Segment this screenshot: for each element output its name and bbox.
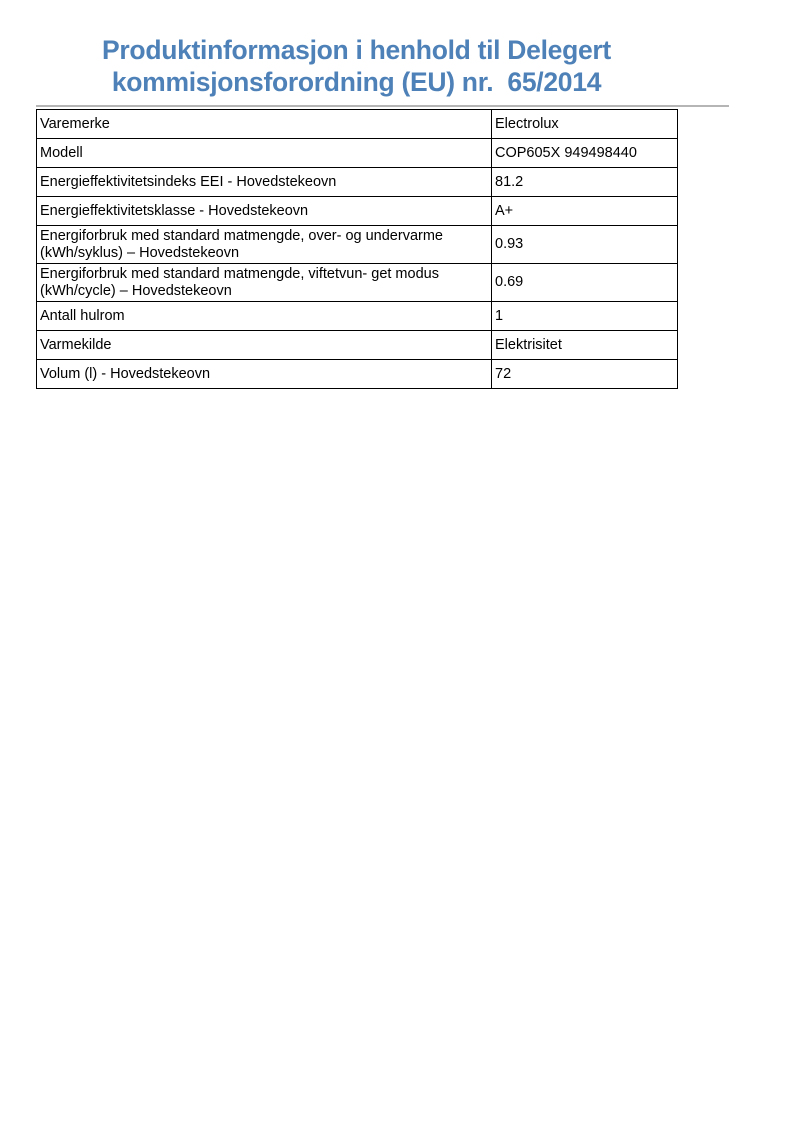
row-label: Antall hulrom [36, 301, 492, 331]
table-row: Volum (l) - Hovedstekeovn 72 [36, 359, 678, 389]
row-label: Energiforbruk med standard matmengde, ov… [36, 225, 492, 264]
row-value: COP605X 949498440 [491, 138, 678, 168]
row-value: 0.69 [491, 263, 678, 302]
page-title-line2: kommisjonsforordning (EU) nr. 65/2014 [111, 67, 602, 97]
table-row: Energiforbruk med standard matmengde, vi… [36, 263, 678, 302]
row-label: Varemerke [36, 109, 492, 139]
row-value: Elektrisitet [491, 330, 678, 360]
table-row: Varmekilde Elektrisitet [36, 330, 678, 360]
table-row: Varemerke Electrolux [36, 109, 678, 139]
row-value: 0.93 [491, 225, 678, 264]
row-value: 1 [491, 301, 678, 331]
row-label: Energieffektivitetsindeks EEI - Hovedste… [36, 167, 492, 197]
table-row: Antall hulrom 1 [36, 301, 678, 331]
table-row: Energieffektivitetsindeks EEI - Hovedste… [36, 167, 678, 197]
row-label: Volum (l) - Hovedstekeovn [36, 359, 492, 389]
row-value: 72 [491, 359, 678, 389]
page-title: Produktinformasjon i henhold til Deleger… [36, 34, 677, 98]
row-label: Varmekilde [36, 330, 492, 360]
row-value: 81.2 [491, 167, 678, 197]
title-underline-rule [36, 105, 729, 107]
page-title-line1: Produktinformasjon i henhold til Deleger… [102, 35, 611, 65]
table-row: Energieffektivitetsklasse - Hovedstekeov… [36, 196, 678, 226]
row-value: A+ [491, 196, 678, 226]
table-row: Energiforbruk med standard matmengde, ov… [36, 225, 678, 264]
row-label: Energiforbruk med standard matmengde, vi… [36, 263, 492, 302]
table-row: Modell COP605X 949498440 [36, 138, 678, 168]
product-info-table: Varemerke Electrolux Modell COP605X 9494… [36, 109, 678, 389]
row-label: Modell [36, 138, 492, 168]
row-label: Energieffektivitetsklasse - Hovedstekeov… [36, 196, 492, 226]
row-value: Electrolux [491, 109, 678, 139]
